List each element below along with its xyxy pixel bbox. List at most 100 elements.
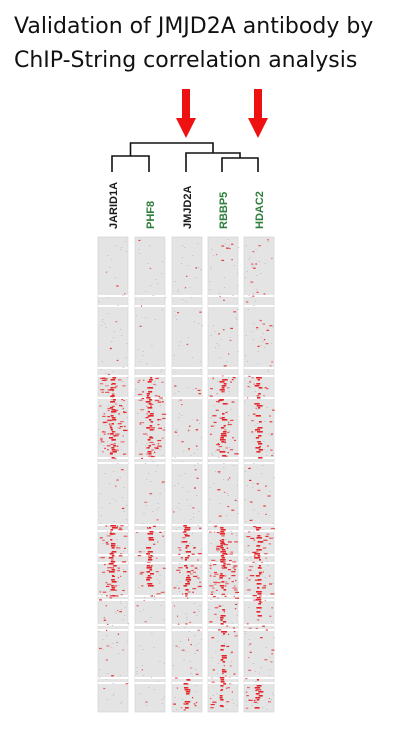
background-speckle	[246, 691, 248, 692]
signal-mark	[107, 583, 112, 585]
background-speckle	[226, 709, 228, 710]
signal-mark	[156, 519, 159, 521]
background-speckle	[245, 245, 247, 246]
background-speckle	[213, 425, 215, 426]
signal-mark	[156, 593, 161, 595]
background-speckle	[198, 511, 200, 512]
background-speckle	[217, 641, 219, 642]
signal-mark	[220, 529, 226, 531]
background-speckle	[180, 341, 182, 342]
signal-mark	[269, 365, 272, 367]
signal-mark	[100, 389, 105, 391]
background-speckle	[124, 607, 126, 608]
background-speckle	[146, 435, 148, 436]
signal-mark	[117, 569, 120, 572]
signal-mark	[258, 393, 261, 395]
highlight-arrow-hdac2	[248, 89, 268, 138]
signal-mark	[120, 553, 122, 555]
signal-mark	[220, 551, 226, 553]
signal-mark	[122, 649, 124, 651]
background-speckle	[271, 621, 273, 622]
signal-mark	[216, 581, 221, 584]
background-speckle	[112, 337, 114, 338]
signal-mark	[149, 531, 154, 533]
background-speckle	[198, 579, 200, 580]
background-speckle	[123, 487, 125, 488]
heatmap-column-jarid1a	[97, 236, 130, 713]
signal-mark	[222, 621, 227, 623]
signal-mark	[108, 571, 115, 573]
signal-mark	[146, 553, 150, 555]
background-speckle	[245, 701, 247, 702]
background-speckle	[221, 595, 223, 596]
signal-mark	[258, 457, 263, 459]
background-speckle	[250, 331, 253, 332]
background-speckle	[101, 595, 103, 596]
background-speckle	[179, 641, 182, 642]
signal-mark	[221, 387, 225, 389]
signal-mark	[111, 543, 116, 545]
signal-mark	[123, 453, 127, 455]
signal-mark	[213, 571, 217, 574]
signal-mark	[263, 339, 266, 341]
background-speckle	[163, 591, 165, 592]
signal-mark	[147, 561, 151, 564]
background-speckle	[147, 403, 149, 404]
background-speckle	[254, 431, 256, 432]
background-speckle	[187, 491, 189, 492]
background-speckle	[107, 255, 109, 256]
signal-mark	[110, 531, 112, 533]
signal-mark	[255, 437, 260, 439]
signal-mark	[259, 319, 262, 322]
signal-mark	[224, 595, 227, 597]
background-speckle	[261, 601, 263, 602]
background-speckle	[237, 513, 239, 514]
background-speckle	[152, 559, 154, 560]
signal-mark	[123, 535, 128, 537]
signal-mark	[211, 677, 213, 679]
signal-mark	[234, 603, 238, 606]
background-speckle	[111, 413, 113, 414]
signal-mark	[225, 447, 228, 449]
background-speckle	[126, 417, 128, 418]
signal-mark	[253, 383, 255, 385]
signal-mark	[141, 457, 143, 459]
background-speckle	[122, 409, 124, 410]
background-speckle	[198, 323, 200, 324]
signal-mark	[99, 537, 103, 539]
background-speckle	[174, 311, 176, 312]
background-speckle	[251, 267, 254, 268]
dendrogram-link	[221, 157, 259, 172]
background-speckle	[181, 415, 183, 416]
background-speckle	[109, 591, 111, 592]
signal-mark	[107, 449, 109, 451]
signal-mark	[102, 421, 107, 424]
signal-mark	[263, 395, 265, 397]
signal-mark	[257, 489, 261, 491]
signal-mark	[138, 379, 141, 381]
signal-mark	[195, 429, 199, 431]
signal-mark	[178, 549, 182, 551]
signal-mark	[140, 571, 145, 574]
background-speckle	[107, 541, 109, 542]
background-speckle	[195, 277, 198, 278]
signal-mark	[223, 633, 226, 635]
background-speckle	[210, 573, 212, 574]
signal-mark	[121, 405, 123, 407]
background-speckle	[154, 401, 156, 402]
signal-mark	[195, 673, 199, 675]
signal-mark	[249, 479, 252, 482]
signal-mark	[193, 575, 198, 578]
background-speckle	[101, 321, 103, 322]
background-speckle	[220, 339, 222, 340]
signal-mark	[184, 707, 189, 709]
signal-mark	[261, 587, 266, 589]
background-speckle	[192, 545, 194, 546]
signal-mark	[190, 565, 194, 567]
signal-mark	[227, 423, 232, 426]
signal-mark	[214, 607, 219, 609]
signal-mark	[147, 575, 151, 577]
signal-mark	[104, 447, 106, 449]
signal-mark	[213, 575, 216, 577]
signal-mark	[221, 587, 224, 589]
